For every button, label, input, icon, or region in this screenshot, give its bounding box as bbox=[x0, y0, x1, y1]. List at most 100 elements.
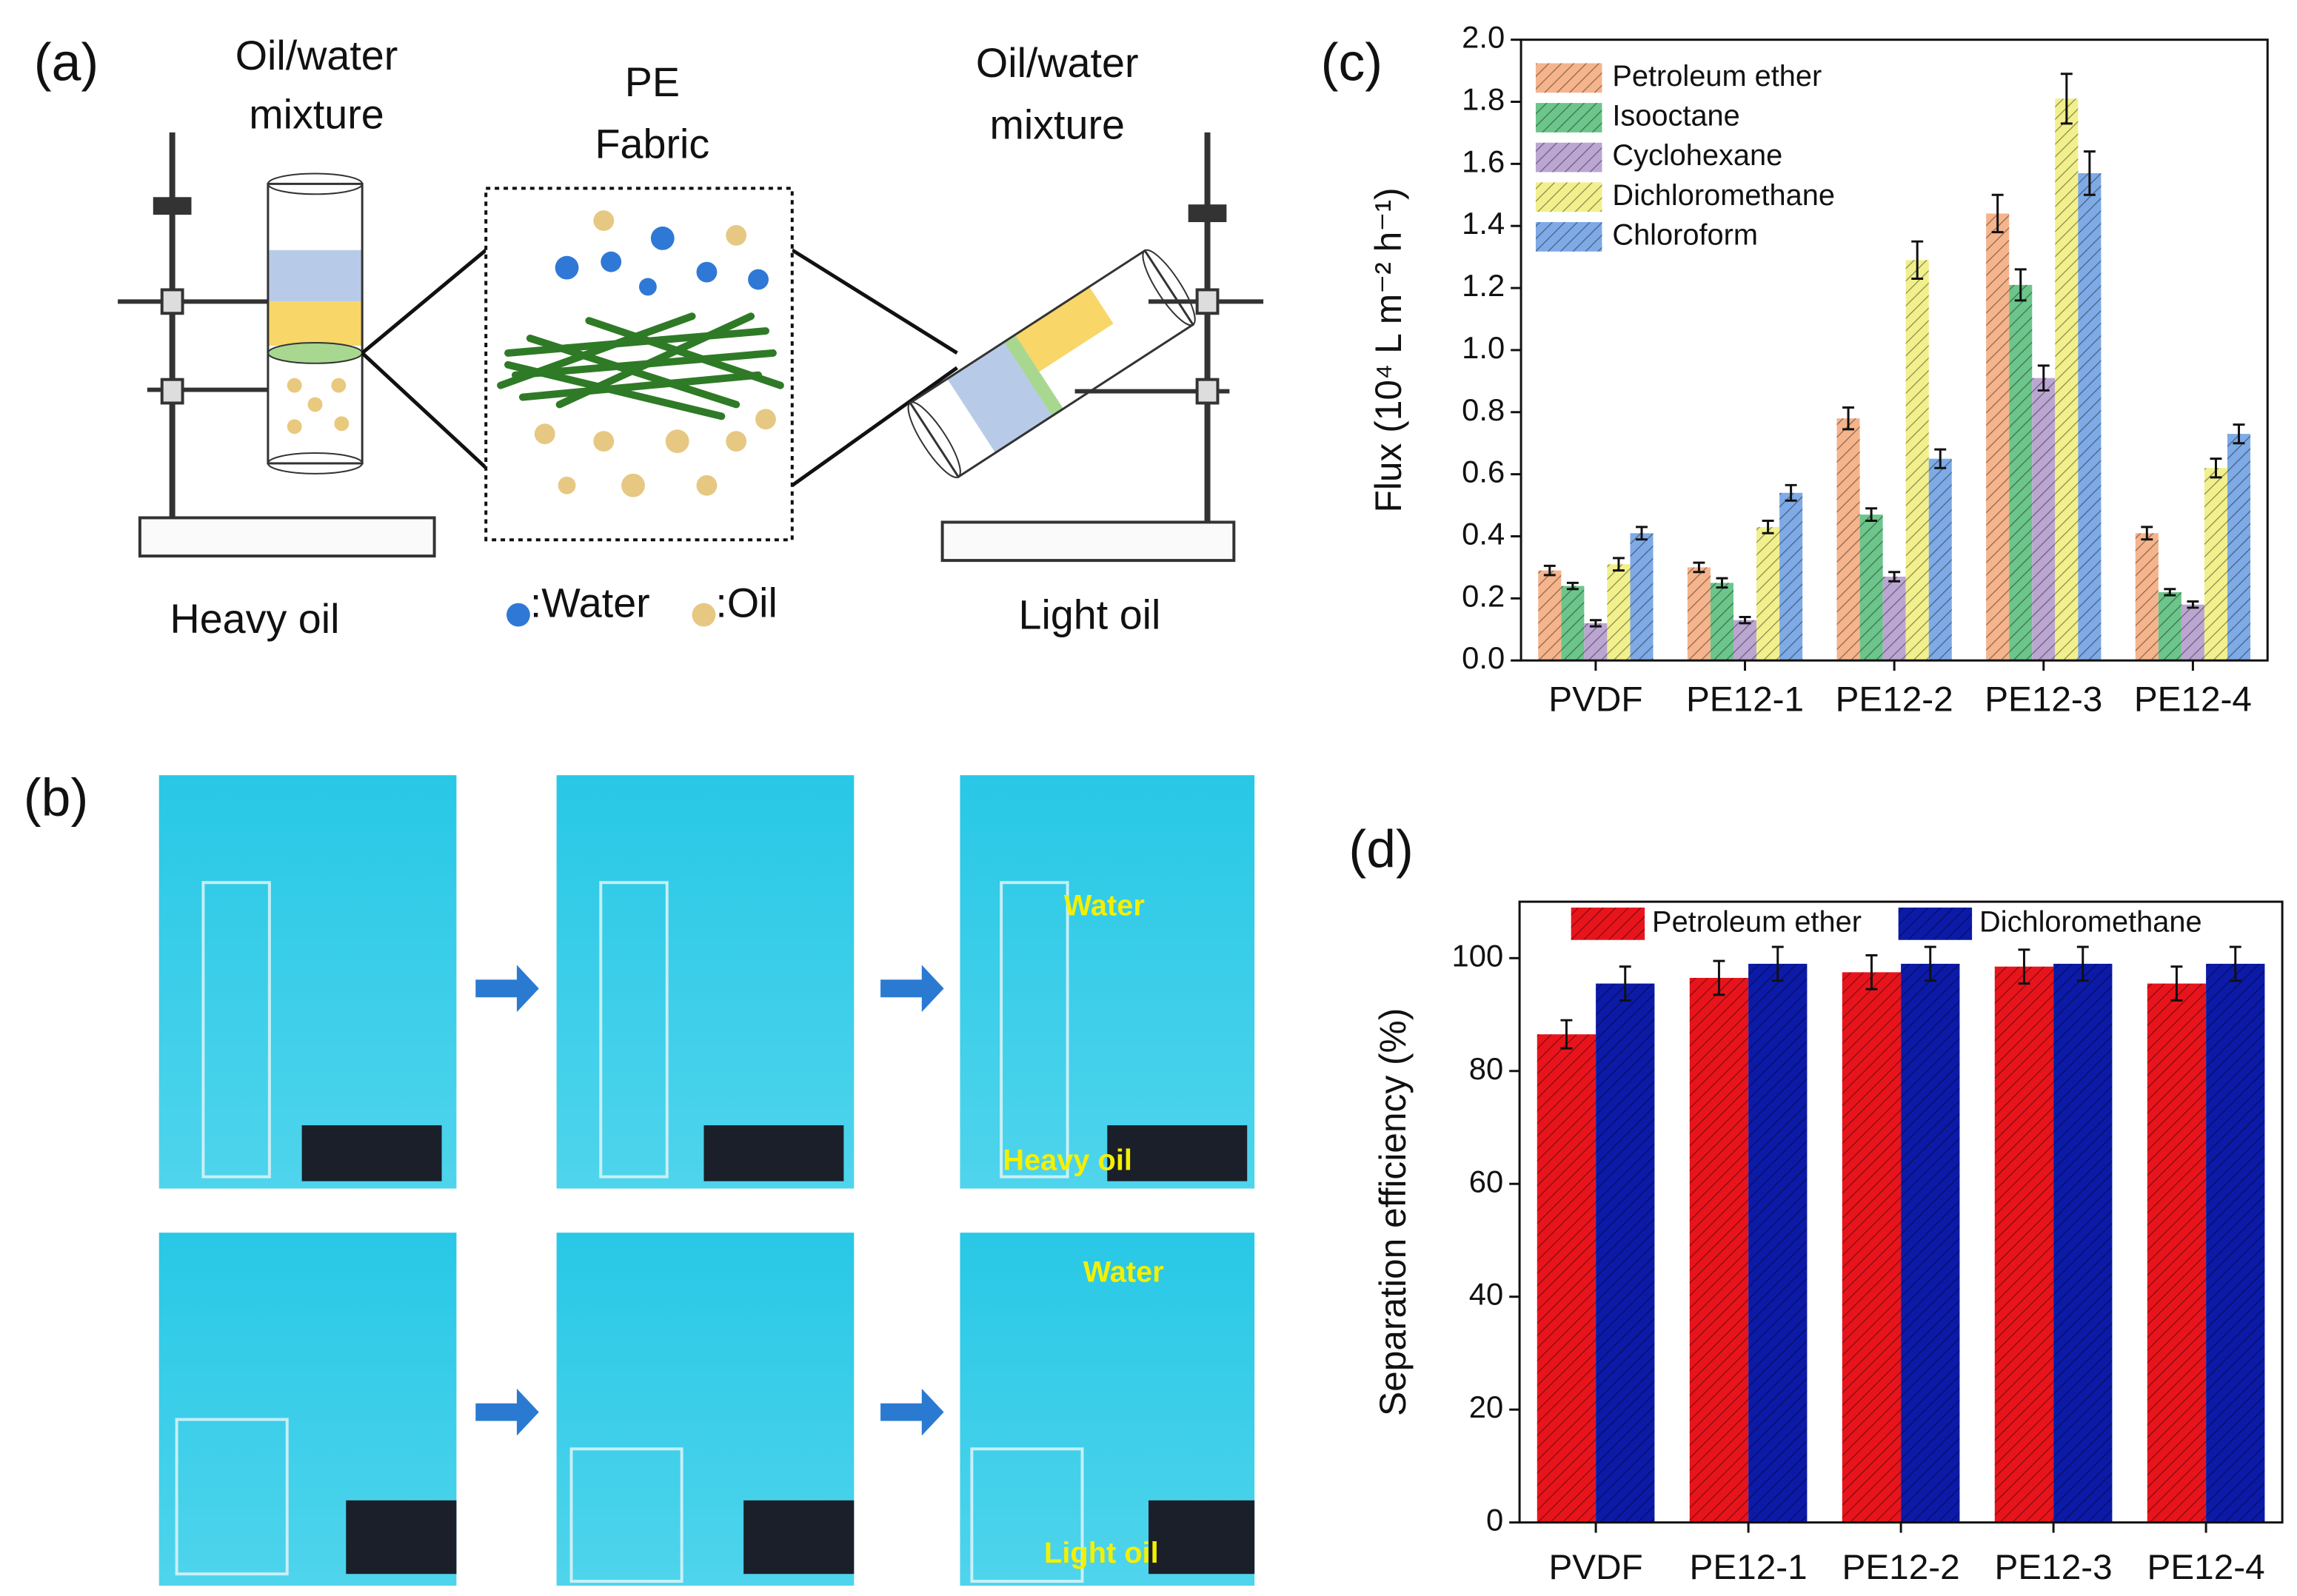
error-bar bbox=[2141, 526, 2153, 541]
bar bbox=[1561, 586, 1585, 661]
legend-swatch bbox=[1535, 142, 1602, 172]
bar bbox=[1584, 623, 1608, 661]
error-bar bbox=[2018, 948, 2030, 985]
photo-label: Water bbox=[1083, 1255, 1164, 1288]
legend-label: Dichloromethane bbox=[1612, 179, 1835, 212]
bar bbox=[2158, 591, 2181, 661]
diagram-label: Fabric bbox=[595, 121, 710, 167]
error-bar bbox=[1888, 571, 1901, 583]
bar bbox=[2181, 604, 2204, 661]
bar bbox=[1928, 458, 1952, 661]
error-bar bbox=[2164, 588, 2176, 597]
bar bbox=[1882, 577, 1906, 661]
bar bbox=[1901, 963, 1960, 1523]
x-tick-label: PE12-1 bbox=[1690, 1548, 1808, 1587]
bar bbox=[2227, 434, 2251, 661]
diagram-legend: :Water bbox=[530, 580, 650, 626]
legend-swatch bbox=[1535, 103, 1602, 133]
bar bbox=[1836, 418, 1860, 661]
y-tick-label: 20 bbox=[1469, 1389, 1503, 1424]
bar bbox=[1905, 260, 1929, 661]
bar bbox=[2206, 963, 2265, 1523]
legend-label: Dichloromethane bbox=[1979, 905, 2202, 938]
y-tick-label: 0 bbox=[1486, 1503, 1503, 1538]
bar bbox=[1630, 533, 1654, 661]
x-tick-label: PE12-1 bbox=[1686, 680, 1804, 719]
y-tick-label: 0.0 bbox=[1462, 640, 1505, 675]
x-tick-label: PE12-4 bbox=[2147, 1548, 2265, 1587]
photos bbox=[158, 775, 1255, 1586]
legend-swatch bbox=[1535, 222, 1602, 252]
bar bbox=[2032, 378, 2056, 661]
error-bar bbox=[1543, 564, 1556, 577]
diagram-label: PE bbox=[625, 59, 680, 105]
y-tick-label: 100 bbox=[1452, 938, 1504, 973]
y-tick-label: 0.8 bbox=[1462, 392, 1505, 427]
error-bar bbox=[1713, 959, 1725, 996]
bar bbox=[2009, 284, 2033, 661]
legend-label: Cyclohexane bbox=[1612, 139, 1782, 172]
legend-label: Chloroform bbox=[1612, 218, 1758, 251]
water-icon bbox=[506, 603, 530, 627]
y-tick-label: 0.6 bbox=[1462, 455, 1505, 489]
x-tick-label: PE12-3 bbox=[1985, 680, 2102, 719]
y-tick-label: 1.6 bbox=[1462, 144, 1505, 178]
photo-label: Light oil bbox=[1044, 1537, 1159, 1569]
diagram-label: Oil/water bbox=[235, 33, 398, 78]
error-bar bbox=[2170, 965, 2183, 1002]
plot-frame bbox=[1519, 38, 2269, 662]
y-axis-title: Separation efficiency (%) bbox=[1372, 1008, 1414, 1416]
photo-bases bbox=[301, 1125, 1255, 1575]
right-stand bbox=[940, 132, 1264, 563]
legend-label: Isooctane bbox=[1612, 99, 1739, 132]
error-bar bbox=[1991, 193, 2004, 234]
legend-swatch bbox=[1571, 908, 1645, 940]
error-bar bbox=[1934, 448, 1947, 469]
error-bar bbox=[2229, 945, 2241, 982]
plot-frame bbox=[1518, 900, 2284, 1524]
error-bar bbox=[2037, 364, 2050, 392]
error-bar bbox=[2210, 457, 2222, 479]
error-bar bbox=[2076, 945, 2089, 982]
bar bbox=[1748, 963, 1808, 1523]
error-bar bbox=[1560, 1019, 1573, 1050]
bar bbox=[1994, 966, 2054, 1523]
error-bar bbox=[1566, 581, 1579, 591]
y-tick-label: 1.2 bbox=[1462, 268, 1505, 303]
error-bar bbox=[1636, 526, 1648, 541]
photo-label: Water bbox=[1064, 890, 1145, 922]
bar bbox=[1689, 978, 1749, 1523]
x-tick-label: PE12-2 bbox=[1842, 1548, 1960, 1587]
error-bar bbox=[1785, 483, 1797, 502]
error-bar bbox=[1911, 240, 1924, 280]
bar bbox=[1537, 1034, 1596, 1523]
legend-swatch bbox=[1898, 908, 1973, 940]
zoom-lines bbox=[361, 248, 958, 487]
error-bar bbox=[1762, 520, 1774, 534]
error-bar bbox=[1865, 954, 1878, 990]
error-bar bbox=[2014, 268, 2027, 302]
bar bbox=[1596, 983, 1655, 1523]
y-axis-title: Flux (10⁴ L m⁻² h⁻¹) bbox=[1368, 187, 1409, 512]
bar bbox=[2147, 983, 2207, 1523]
photo-label: Heavy oil bbox=[1003, 1144, 1132, 1176]
y-tick-label: 0.4 bbox=[1462, 517, 1505, 551]
fabric bbox=[497, 312, 784, 420]
error-bar bbox=[1924, 945, 1936, 982]
error-bar bbox=[1842, 406, 1855, 431]
diagram-caption: Heavy oil bbox=[170, 596, 340, 642]
diagram-caption: Light oil bbox=[1019, 591, 1161, 637]
bar bbox=[2055, 98, 2079, 661]
error-bar bbox=[1716, 577, 1728, 589]
panel-label: (b) bbox=[24, 768, 88, 828]
x-tick-label: PVDF bbox=[1548, 1548, 1642, 1587]
error-bar bbox=[1589, 619, 1602, 628]
panel-label: (d) bbox=[1348, 819, 1413, 879]
error-bar bbox=[1865, 507, 1878, 523]
legend-swatch bbox=[1535, 182, 1602, 212]
water-drops bbox=[555, 227, 769, 296]
legend-label: Petroleum ether bbox=[1652, 905, 1862, 938]
bar bbox=[1756, 526, 1780, 661]
x-tick-label: PE12-2 bbox=[1836, 680, 1953, 719]
